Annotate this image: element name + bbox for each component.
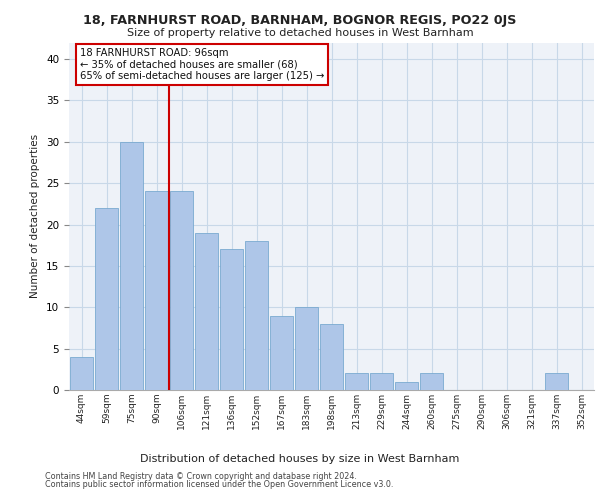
Bar — [194, 233, 218, 390]
Text: Size of property relative to detached houses in West Barnham: Size of property relative to detached ho… — [127, 28, 473, 38]
Bar — [419, 374, 443, 390]
Bar — [220, 250, 244, 390]
Text: Distribution of detached houses by size in West Barnham: Distribution of detached houses by size … — [140, 454, 460, 464]
Text: 18 FARNHURST ROAD: 96sqm
← 35% of detached houses are smaller (68)
65% of semi-d: 18 FARNHURST ROAD: 96sqm ← 35% of detach… — [79, 48, 324, 81]
Text: Contains HM Land Registry data © Crown copyright and database right 2024.: Contains HM Land Registry data © Crown c… — [45, 472, 357, 481]
Bar — [269, 316, 293, 390]
Bar — [145, 192, 169, 390]
Bar — [370, 374, 394, 390]
Bar — [545, 374, 568, 390]
Bar — [95, 208, 118, 390]
Text: Contains public sector information licensed under the Open Government Licence v3: Contains public sector information licen… — [45, 480, 394, 489]
Bar — [320, 324, 343, 390]
Bar — [344, 374, 368, 390]
Bar — [245, 241, 268, 390]
Bar — [295, 308, 319, 390]
Y-axis label: Number of detached properties: Number of detached properties — [31, 134, 40, 298]
Text: 18, FARNHURST ROAD, BARNHAM, BOGNOR REGIS, PO22 0JS: 18, FARNHURST ROAD, BARNHAM, BOGNOR REGI… — [83, 14, 517, 27]
Bar — [70, 357, 94, 390]
Bar — [395, 382, 418, 390]
Bar — [119, 142, 143, 390]
Bar — [170, 192, 193, 390]
